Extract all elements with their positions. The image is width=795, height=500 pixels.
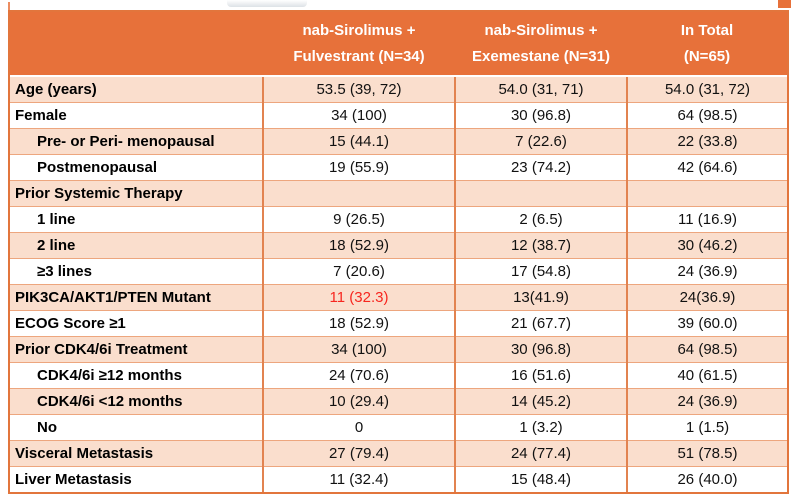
row-value: 24(36.9)	[626, 283, 787, 310]
row-value: 30 (96.8)	[454, 335, 627, 362]
table-header: nab-Sirolimus + Fulvestrant (N=34) nab-Sir…	[10, 12, 787, 77]
table-row: No 0 1 (3.2) 1 (1.5)	[10, 413, 787, 440]
row-label: Visceral Metastasis	[10, 439, 263, 466]
table-row: ≥3 lines 7 (20.6) 17 (54.8) 24 (36.9)	[10, 257, 787, 284]
column-header: nab-Sirolimus + Exemestane (N=31)	[455, 12, 627, 77]
row-value: 64 (98.5)	[626, 335, 787, 362]
row-value-highlighted: 11 (32.3)	[262, 283, 455, 310]
column-header-line: Exemestane (N=31)	[472, 47, 610, 65]
row-label: Prior Systemic Therapy	[10, 179, 263, 206]
row-value: 2 (6.5)	[454, 205, 627, 232]
top-right-cropped-artifact	[778, 0, 791, 8]
row-value: 1 (1.5)	[626, 413, 787, 440]
baseline-characteristics-table: nab-Sirolimus + Fulvestrant (N=34) nab-Sir…	[8, 10, 789, 494]
row-label: Prior CDK4/6i Treatment	[10, 335, 263, 362]
row-label: CDK4/6i ≥12 months	[10, 361, 263, 388]
row-value: 18 (52.9)	[262, 231, 455, 258]
row-value: 54.0 (31, 72)	[626, 75, 787, 102]
row-value	[626, 179, 787, 206]
row-value: 53.5 (39, 72)	[262, 75, 455, 102]
row-value: 17 (54.8)	[454, 257, 627, 284]
table-row: Liver Metastasis 11 (32.4) 15 (48.4) 26 (40…	[10, 465, 787, 492]
row-value: 10 (29.4)	[262, 387, 455, 414]
row-label: Postmenopausal	[10, 153, 263, 180]
row-value: 1 (3.2)	[454, 413, 627, 440]
row-value: 9 (26.5)	[262, 205, 455, 232]
row-value: 16 (51.6)	[454, 361, 627, 388]
row-value	[262, 179, 455, 206]
column-header: In Total (N=65)	[627, 12, 787, 77]
row-value: 24 (36.9)	[626, 387, 787, 414]
table-row: CDK4/6i ≥12 months 24 (70.6) 16 (51.6) 40 (…	[10, 361, 787, 388]
row-value: 11 (16.9)	[626, 205, 787, 232]
row-label: ECOG Score ≥1	[10, 309, 263, 336]
row-value: 12 (38.7)	[454, 231, 627, 258]
table-row: 1 line 9 (26.5) 2 (6.5) 11 (16.9)	[10, 205, 787, 232]
data-table: nab-Sirolimus + Fulvestrant (N=34) nab-Sir…	[10, 12, 787, 492]
table-row: PIK3CA/AKT1/PTEN Mutant 11 (32.3) 13(41.9)…	[10, 283, 787, 310]
row-value: 14 (45.2)	[454, 387, 627, 414]
row-value	[454, 179, 627, 206]
column-header-line: In Total	[680, 21, 734, 39]
row-label: No	[10, 413, 263, 440]
row-value: 15 (44.1)	[262, 127, 455, 154]
row-value: 15 (48.4)	[454, 465, 627, 492]
row-value: 30 (96.8)	[454, 101, 627, 128]
row-value: 19 (55.9)	[262, 153, 455, 180]
column-header: nab-Sirolimus + Fulvestrant (N=34)	[263, 12, 455, 77]
table-row: Postmenopausal 19 (55.9) 23 (74.2) 42 (64.6…	[10, 153, 787, 180]
row-label: 1 line	[10, 205, 263, 232]
row-label: Female	[10, 101, 263, 128]
row-value: 34 (100)	[262, 335, 455, 362]
row-value: 21 (67.7)	[454, 309, 627, 336]
row-value: 24 (36.9)	[626, 257, 787, 284]
table-row: ECOG Score ≥1 18 (52.9) 21 (67.7) 39 (60.0)	[10, 309, 787, 336]
row-value: 39 (60.0)	[626, 309, 787, 336]
row-value: 18 (52.9)	[262, 309, 455, 336]
table-body: Age (years) 53.5 (39, 72) 54.0 (31, 71) 54.…	[10, 75, 787, 492]
row-label: Age (years)	[10, 75, 263, 102]
row-value: 24 (77.4)	[454, 439, 627, 466]
row-value: 7 (22.6)	[454, 127, 627, 154]
top-edge-cropped-artifact	[227, 0, 307, 7]
table-row: Visceral Metastasis 27 (79.4) 24 (77.4) 51 …	[10, 439, 787, 466]
table-row: Prior CDK4/6i Treatment 34 (100) 30 (96.8)…	[10, 335, 787, 362]
header-row: nab-Sirolimus + Fulvestrant (N=34) nab-Sir…	[10, 12, 787, 77]
row-value: 23 (74.2)	[454, 153, 627, 180]
column-header-line: (N=65)	[683, 47, 731, 65]
row-label: Liver Metastasis	[10, 465, 263, 492]
column-header-line: Fulvestrant (N=34)	[293, 47, 425, 65]
row-label: 2 line	[10, 231, 263, 258]
row-value: 30 (46.2)	[626, 231, 787, 258]
row-value: 22 (33.8)	[626, 127, 787, 154]
row-value: 26 (40.0)	[626, 465, 787, 492]
row-value: 42 (64.6)	[626, 153, 787, 180]
column-header-line: nab-Sirolimus +	[302, 21, 416, 39]
table-row: CDK4/6i <12 months 10 (29.4) 14 (45.2) 24 (…	[10, 387, 787, 414]
row-value: 64 (98.5)	[626, 101, 787, 128]
row-label: ≥3 lines	[10, 257, 263, 284]
row-label: PIK3CA/AKT1/PTEN Mutant	[10, 283, 263, 310]
column-header-line: nab-Sirolimus +	[484, 21, 598, 39]
row-value: 40 (61.5)	[626, 361, 787, 388]
row-label: Pre- or Peri- menopausal	[10, 127, 263, 154]
row-value: 11 (32.4)	[262, 465, 455, 492]
row-value: 24 (70.6)	[262, 361, 455, 388]
row-value: 0	[262, 413, 455, 440]
table-row: 2 line 18 (52.9) 12 (38.7) 30 (46.2)	[10, 231, 787, 258]
row-label-column-header	[10, 12, 263, 77]
row-value: 51 (78.5)	[626, 439, 787, 466]
row-value: 54.0 (31, 71)	[454, 75, 627, 102]
table-row: Female 34 (100) 30 (96.8) 64 (98.5)	[10, 101, 787, 128]
row-value: 7 (20.6)	[262, 257, 455, 284]
table-row: Prior Systemic Therapy	[10, 179, 787, 206]
table-row: Pre- or Peri- menopausal 15 (44.1) 7 (22.6…	[10, 127, 787, 154]
row-label: CDK4/6i <12 months	[10, 387, 263, 414]
row-value: 34 (100)	[262, 101, 455, 128]
row-value: 27 (79.4)	[262, 439, 455, 466]
table-row: Age (years) 53.5 (39, 72) 54.0 (31, 71) 54.…	[10, 75, 787, 102]
row-value: 13(41.9)	[454, 283, 627, 310]
top-left-border-tick	[8, 2, 10, 11]
